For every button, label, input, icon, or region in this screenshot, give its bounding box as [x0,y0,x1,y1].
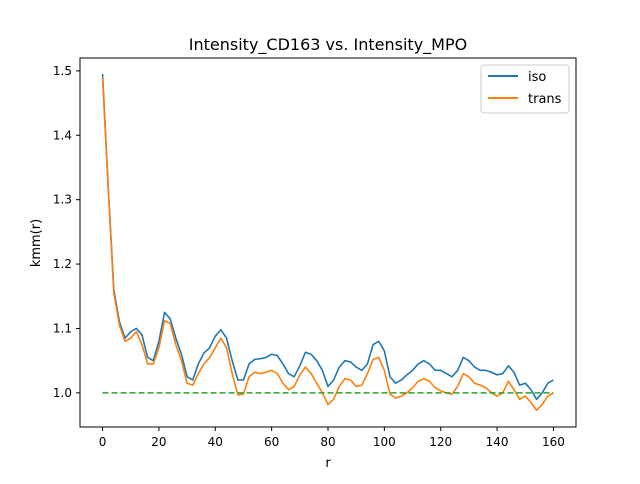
y-tick-label: 1.4 [53,128,72,142]
y-tick-label: 1.5 [53,64,72,78]
x-axis-ticks: 0 20 40 60 80 100 120 140 160 [99,427,565,449]
legend: iso trans [480,64,570,114]
legend-label-trans: trans [528,92,562,107]
chart-title: Intensity_CD163 vs. Intensity_MPO [189,35,467,55]
x-axis-label: r [325,456,331,471]
series-line-trans [101,77,554,412]
x-tick-label: 60 [264,435,279,449]
x-tick-label: 140 [486,435,509,449]
plot-area [101,74,554,412]
y-tick-label: 1.3 [53,193,72,207]
y-axis-ticks: 1.0 1.1 1.2 1.3 1.4 1.5 [53,64,80,400]
legend-label-iso: iso [528,70,546,85]
axes-frame [79,57,577,428]
x-tick-label: 100 [373,435,396,449]
x-tick-label: 20 [151,435,166,449]
x-tick-label: 160 [542,435,565,449]
y-axis-label: kmm(r) [29,219,44,267]
x-tick-label: 40 [208,435,223,449]
y-tick-label: 1.2 [53,257,72,271]
x-tick-label: 80 [320,435,335,449]
y-tick-label: 1.1 [53,321,72,335]
series-line-iso [101,74,554,401]
y-tick-label: 1.0 [53,386,72,400]
x-tick-label: 0 [99,435,107,449]
x-tick-label: 120 [429,435,452,449]
